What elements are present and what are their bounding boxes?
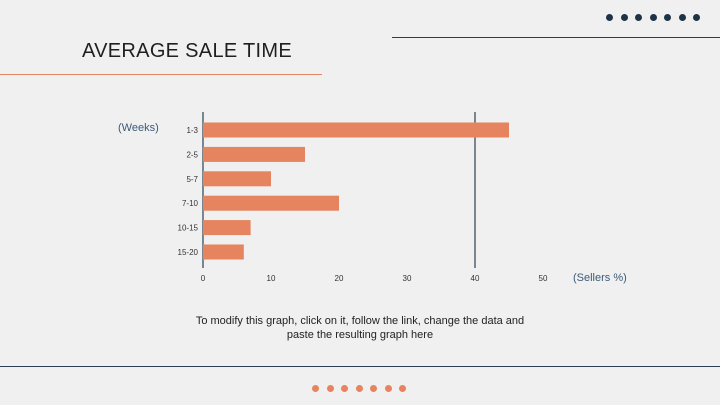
- decor-dot: [341, 385, 348, 392]
- bar: [203, 171, 271, 187]
- bottom-rule: [0, 366, 720, 367]
- decor-dot: [693, 14, 700, 21]
- decor-dots-bottom: [312, 385, 406, 392]
- decor-dot: [399, 385, 406, 392]
- decor-dot: [312, 385, 319, 392]
- category-label: 2-5: [186, 150, 198, 159]
- decor-dot: [678, 14, 686, 21]
- bar: [203, 244, 244, 260]
- decor-dot: [326, 385, 334, 392]
- x-tick-label: 40: [471, 274, 480, 283]
- category-label: 1-3: [186, 126, 198, 135]
- y-axis-unit-label: (Weeks): [118, 122, 159, 134]
- instruction-note[interactable]: To modify this graph, click on it, follo…: [195, 315, 525, 341]
- decor-dot: [606, 14, 613, 21]
- bar: [203, 195, 339, 211]
- bar: [203, 122, 509, 138]
- decor-dots-top: [606, 14, 700, 21]
- decor-dot: [664, 14, 671, 21]
- title-underline: [0, 74, 322, 75]
- x-tick-label: 0: [201, 274, 206, 283]
- decor-dot: [370, 385, 377, 392]
- x-axis-unit-label: (Sellers %): [573, 272, 627, 284]
- x-tick-label: 10: [267, 274, 276, 283]
- bar: [203, 220, 251, 236]
- bar: [203, 146, 305, 162]
- x-tick-label: 20: [335, 274, 344, 283]
- decor-dot: [384, 385, 392, 392]
- decor-dot: [635, 14, 642, 21]
- category-label: 7-10: [182, 199, 199, 208]
- category-label: 10-15: [178, 224, 199, 233]
- category-label: 15-20: [178, 248, 199, 257]
- x-tick-label: 30: [403, 274, 412, 283]
- category-label: 5-7: [186, 175, 198, 184]
- top-rule: [392, 37, 720, 38]
- slide-title[interactable]: AVERAGE SALE TIME: [82, 40, 292, 62]
- decor-dot: [355, 385, 363, 392]
- decor-dot: [649, 14, 657, 21]
- x-tick-label: 50: [539, 274, 548, 283]
- decor-dot: [620, 14, 628, 21]
